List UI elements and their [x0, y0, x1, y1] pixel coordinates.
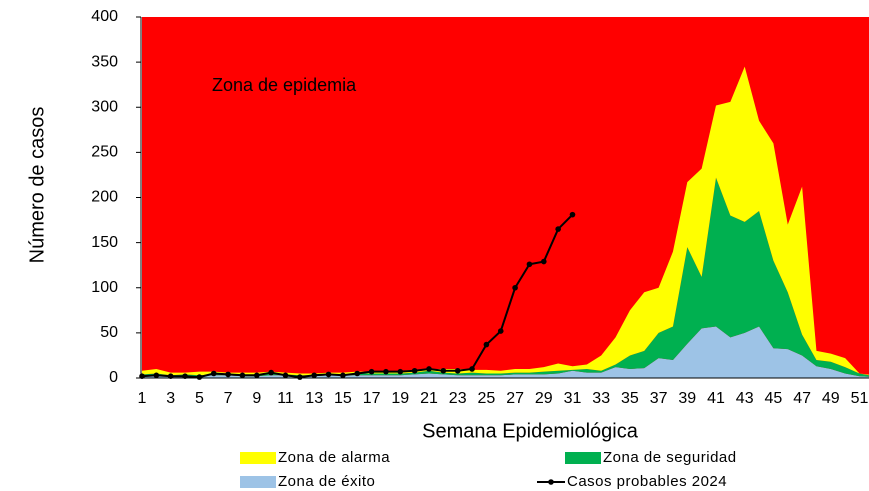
legend-label: Zona de seguridad: [603, 449, 737, 466]
y-tick-label: 400: [91, 8, 118, 25]
marker: [354, 370, 361, 377]
y-tick-label: 350: [91, 53, 118, 70]
x-tick-label: 15: [334, 390, 352, 407]
marker: [541, 258, 547, 265]
legend-label: Zona de alarma: [278, 449, 390, 466]
y-tick-label: 100: [91, 279, 118, 296]
y-tick-label: 300: [91, 98, 118, 115]
marker: [297, 374, 303, 380]
marker: [210, 370, 217, 377]
marker: [368, 368, 375, 375]
marker: [153, 372, 160, 379]
legend-marker: [548, 479, 554, 485]
marker: [454, 367, 461, 374]
area: [142, 177, 869, 377]
x-tick-label: 35: [621, 390, 639, 407]
x-tick-label: 1: [138, 390, 147, 407]
x-tick-label: 3: [166, 390, 175, 407]
area: [142, 326, 869, 378]
x-tick-label: 49: [822, 390, 840, 407]
x-tick-label: 19: [391, 390, 409, 407]
legend-swatch: [565, 452, 601, 464]
marker: [512, 284, 518, 291]
marker: [325, 371, 332, 378]
legend-label: Zona de éxito: [278, 473, 375, 490]
x-axis-label: Semana Epidemiológica: [422, 420, 639, 442]
annotation: Zona de epidemia: [212, 75, 357, 95]
x-tick-label: 45: [765, 390, 783, 407]
x-tick-label: 25: [478, 390, 496, 407]
x-tick-label: 17: [363, 390, 381, 407]
marker: [268, 369, 274, 376]
marker: [225, 371, 231, 378]
marker: [483, 341, 490, 348]
marker: [239, 372, 246, 379]
x-tick-label: 9: [252, 390, 261, 407]
marker: [569, 211, 576, 218]
y-tick-label: 200: [91, 189, 118, 206]
marker: [253, 372, 260, 379]
x-tick-label: 51: [851, 390, 869, 407]
y-tick-label: 50: [100, 324, 118, 341]
x-tick-label: 11: [277, 390, 294, 407]
marker: [311, 372, 318, 379]
x-tick-label: 29: [535, 390, 553, 407]
marker: [196, 374, 203, 380]
legend-swatch: [240, 452, 276, 464]
x-tick-label: 23: [449, 390, 467, 407]
marker: [497, 328, 504, 334]
x-tick-label: 39: [678, 390, 696, 407]
marker: [282, 372, 289, 379]
x-tick-label: 37: [650, 390, 668, 407]
marker: [426, 366, 432, 372]
x-tick-label: 7: [224, 390, 233, 407]
x-tick-label: 13: [305, 390, 323, 407]
x-tick-label: 47: [793, 390, 811, 407]
marker: [469, 366, 475, 372]
legend-swatch: [240, 476, 276, 488]
marker: [397, 368, 404, 375]
marker: [526, 261, 533, 268]
x-tick-label: 41: [707, 390, 725, 407]
marker: [440, 367, 447, 374]
y-tick-label: 150: [91, 234, 118, 251]
x-tick-label: 31: [564, 390, 582, 407]
marker: [411, 367, 418, 374]
y-tick-label: 0: [109, 369, 118, 386]
x-tick-label: 43: [736, 390, 754, 407]
marker: [555, 226, 561, 232]
x-tick-label: 5: [195, 390, 204, 407]
x-tick-label: 27: [506, 390, 524, 407]
x-tick-label: 33: [592, 390, 610, 407]
marker: [383, 368, 389, 375]
marker: [340, 372, 346, 379]
y-tick-label: 250: [91, 144, 118, 161]
x-tick-label: 21: [420, 390, 438, 407]
y-axis-label: Número de casos: [26, 107, 48, 264]
legend-label: Casos probables 2024: [567, 473, 727, 490]
